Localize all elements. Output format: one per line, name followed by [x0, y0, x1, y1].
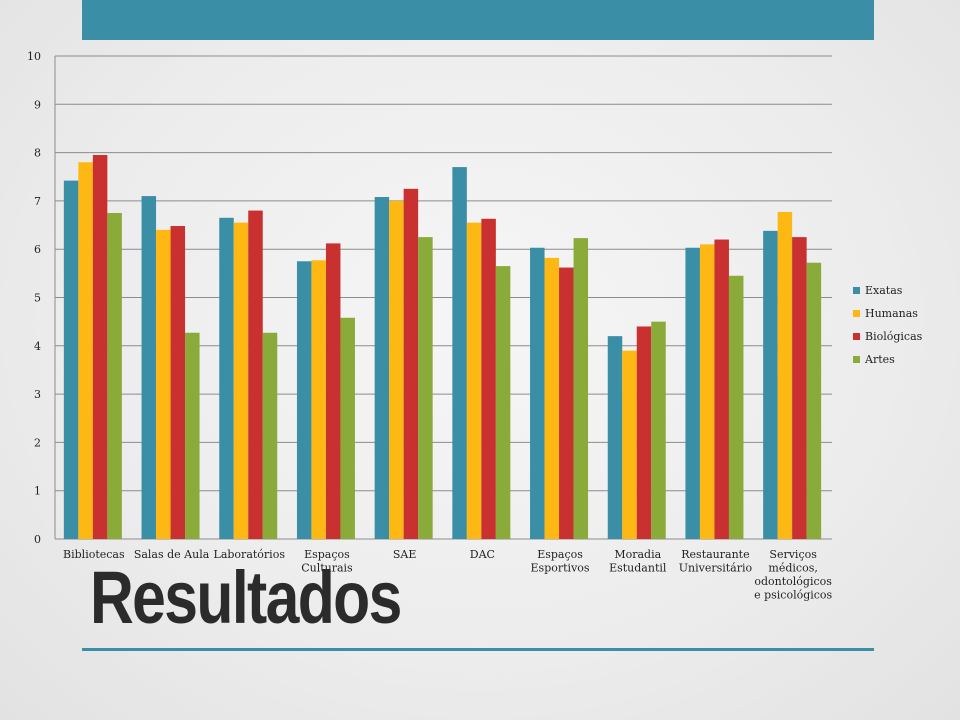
bar-humanas: [466, 222, 482, 539]
bar-biologicas: [792, 237, 807, 539]
bar-biologicas: [170, 226, 186, 540]
top-banner: [82, 0, 874, 40]
y-axis-ticks: 0 1 2 3 4 5 6 7 8 9 10: [27, 50, 41, 546]
bar-artes: [651, 321, 666, 539]
bar-biologicas: [403, 188, 419, 539]
y-tick-label: 8: [34, 147, 41, 160]
x-category-label: Espaços Esportivos: [531, 548, 590, 575]
bar-artes: [728, 275, 744, 539]
bar-artes: [185, 332, 200, 539]
bar-biologicas: [636, 326, 652, 539]
bars: [63, 155, 822, 540]
bar-biologicas: [714, 239, 729, 540]
bar-biologicas: [559, 267, 574, 539]
bar-exatas: [530, 247, 545, 539]
bar-exatas: [374, 197, 390, 539]
legend-label: Biológicas: [865, 330, 923, 343]
bar-exatas: [763, 230, 778, 539]
x-category-label: Restaurante Universitário: [679, 548, 753, 575]
bar-artes: [495, 266, 511, 539]
bar-humanas: [78, 162, 93, 539]
y-tick-label: 7: [34, 195, 41, 208]
bar-humanas: [389, 200, 404, 539]
x-category-label: DAC: [470, 548, 495, 561]
y-tick-label: 0: [34, 533, 41, 546]
y-tick-label: 4: [34, 340, 41, 353]
bar-exatas: [452, 167, 467, 539]
bar-humanas: [233, 222, 249, 539]
bar-artes: [107, 212, 122, 539]
bar-artes: [262, 332, 278, 539]
bar-artes: [340, 317, 355, 539]
legend-swatch: [853, 287, 860, 294]
y-tick-label: 1: [34, 485, 41, 498]
bar-exatas: [63, 180, 79, 539]
legend-label: Artes: [864, 353, 895, 366]
x-axis-labels: Bibliotecas Salas de Aula Laboratórios Espa…: [63, 548, 833, 602]
bar-biologicas: [481, 218, 496, 539]
x-category-label: Serviços médicos, odontológicos e psicológi…: [754, 548, 832, 602]
x-category-label: Laboratórios: [214, 548, 286, 561]
x-category-label: Espaços Culturais: [301, 548, 353, 575]
bottom-rule: [82, 648, 874, 651]
bar-exatas: [296, 261, 312, 539]
bar-humanas: [699, 244, 715, 539]
bar-biologicas: [92, 155, 108, 539]
bar-humanas: [311, 260, 326, 539]
legend-label: Exatas: [865, 284, 903, 297]
legend-label: Humanas: [865, 307, 918, 320]
bar-exatas: [219, 217, 234, 539]
y-tick-label: 3: [34, 388, 41, 401]
bar-exatas: [141, 196, 157, 539]
legend: Exatas Humanas Biológicas Artes: [853, 284, 923, 366]
bar-artes: [806, 262, 822, 539]
bar-biologicas: [248, 210, 263, 539]
bar-humanas: [622, 350, 637, 539]
bar-biologicas: [325, 243, 341, 540]
y-tick-label: 10: [27, 50, 41, 63]
bar-exatas: [607, 336, 623, 539]
legend-swatch: [853, 333, 860, 340]
y-tick-label: 5: [34, 292, 41, 305]
y-tick-label: 9: [34, 98, 41, 111]
legend-swatch: [853, 310, 860, 317]
bar-humanas: [156, 229, 171, 539]
bar-exatas: [685, 247, 700, 539]
bar-artes: [573, 238, 589, 539]
y-tick-label: 2: [34, 436, 41, 449]
slide-title: Resultados: [90, 556, 402, 639]
legend-swatch: [853, 356, 860, 363]
x-category-label: Salas de Aula: [134, 548, 210, 561]
bar-humanas: [544, 257, 560, 539]
bar-artes: [418, 237, 433, 539]
y-tick-label: 6: [34, 243, 41, 256]
bar-humanas: [777, 212, 793, 539]
x-category-label: Bibliotecas: [63, 548, 125, 561]
x-category-label: Moradia Estudantil: [609, 548, 667, 575]
x-category-label: SAE: [393, 548, 417, 561]
